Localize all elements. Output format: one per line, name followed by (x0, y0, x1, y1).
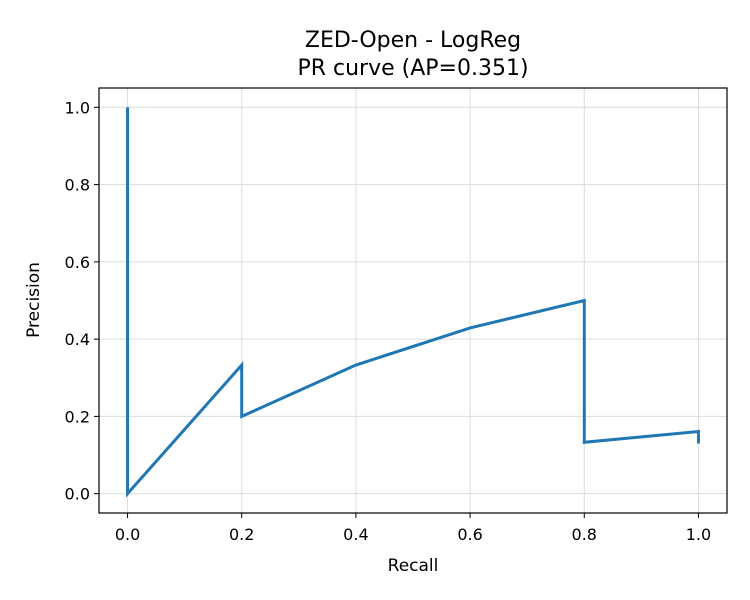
chart-title: ZED-Open - LogReg (305, 28, 521, 53)
x-tick-label: 0.4 (343, 525, 368, 544)
y-tick-label: 0.2 (65, 407, 90, 426)
y-tick-label: 0.0 (65, 485, 90, 504)
chart-subtitle: PR curve (AP=0.351) (297, 56, 528, 81)
x-tick-label: 0.0 (115, 525, 140, 544)
plot-frame (98, 87, 728, 514)
x-tick-label: 0.8 (572, 525, 597, 544)
y-tick-label: 1.0 (65, 98, 90, 117)
x-tick-label: 0.2 (229, 525, 254, 544)
grid-layer (99, 88, 727, 513)
x-tick-label: 1.0 (686, 525, 711, 544)
y-tick-label: 0.8 (65, 176, 90, 195)
x-axis-label: Recall (388, 556, 439, 576)
tick-layer: 0.0 0.2 0.4 0.6 0.8 1.0 0.0 0.2 0.4 0.6 0.8 1.0 (65, 98, 712, 544)
y-tick-label: 0.4 (65, 330, 90, 349)
x-tick-label: 0.6 (457, 525, 482, 544)
series-layer (126, 107, 700, 498)
y-tick-label: 0.6 (65, 253, 90, 272)
pr-curve-line (126, 107, 700, 498)
y-axis-label: Precision (24, 262, 44, 338)
